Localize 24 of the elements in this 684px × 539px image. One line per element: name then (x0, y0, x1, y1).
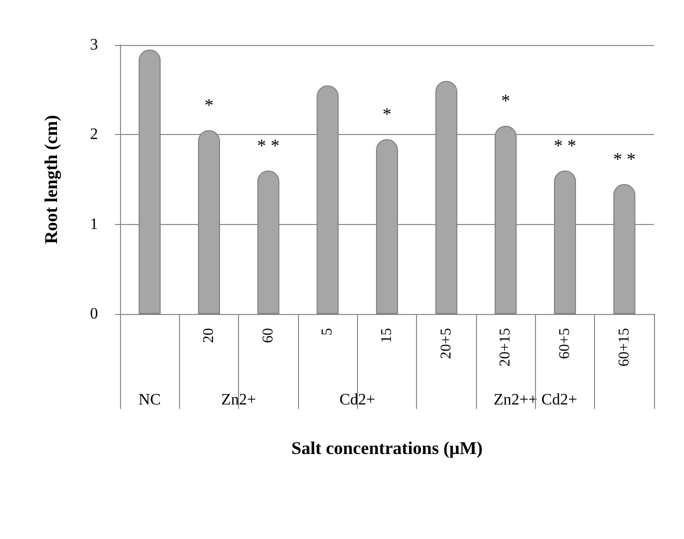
x-tick-label: 20+15 (498, 328, 514, 366)
x-tick-label: 60+5 (557, 328, 573, 359)
x-tick-label: 5 (320, 328, 336, 336)
annotation: * (382, 104, 392, 124)
y-axis-title: Root length (cm) (41, 115, 61, 244)
y-tick-label: 0 (90, 306, 98, 322)
text: Cd2+ (339, 392, 376, 408)
text: Zn2++ Cd2+ (494, 392, 578, 408)
x-axis-title: Salt concentrations (µM) (291, 438, 483, 458)
x-tick-label: 60+15 (616, 328, 632, 366)
annotation: * * (554, 136, 576, 156)
x-tick-label: 60 (260, 328, 276, 343)
x-tick-label: 20 (201, 328, 217, 343)
y-tick-label: 3 (90, 36, 98, 54)
annotation: * (204, 95, 214, 116)
text: NC (138, 392, 161, 408)
annotation: * (501, 90, 510, 111)
annotation: * * (613, 148, 636, 169)
text: Zn2+ (221, 392, 256, 408)
annotation: * * (257, 136, 280, 156)
y-tick-label: 2 (90, 126, 98, 144)
y-tick-label: 1 (90, 216, 98, 233)
x-tick-label: 15 (379, 328, 395, 343)
x-tick-label: 20+5 (438, 328, 454, 359)
